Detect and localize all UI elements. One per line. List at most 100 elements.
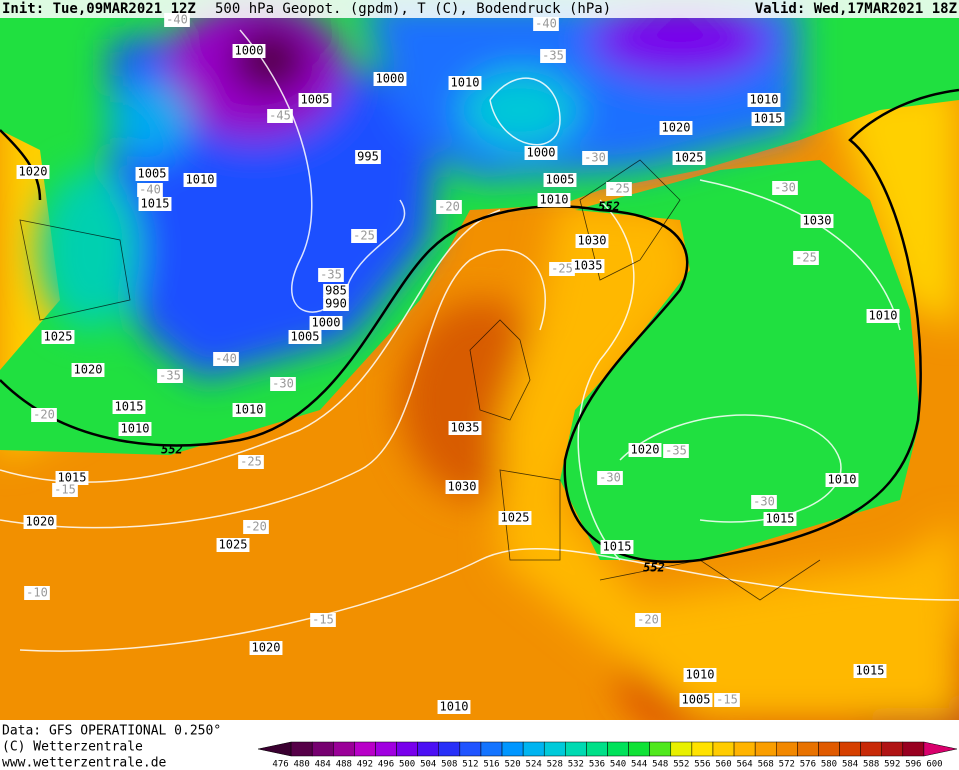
temperature-label: -40 (535, 17, 557, 31)
pressure-label-box (71, 363, 105, 377)
pressure-label-box (747, 93, 781, 107)
temperature-label: -35 (665, 444, 687, 458)
temperature-label-box (663, 444, 689, 458)
temperature-label-group: -15 (52, 483, 78, 497)
pressure-label: 1005 (138, 167, 167, 181)
colorbar-label: 528 (547, 760, 563, 770)
colorbar-swatch (480, 741, 503, 757)
colorbar-label: 588 (863, 760, 879, 770)
temperature-label: -30 (599, 471, 621, 485)
copyright: (C) Wetterzentrale (2, 740, 143, 755)
colorbar-swatch (628, 741, 650, 757)
init-time: Init: Tue,09MAR2021 12Z (2, 1, 196, 17)
temperature-label-group: -15 (714, 693, 740, 707)
colorbar-swatch (754, 741, 777, 757)
colorbar-swatch (333, 741, 355, 757)
pressure-label-box (751, 112, 785, 126)
temperature-label-group: -20 (635, 613, 661, 627)
temperature-label-box (436, 200, 462, 214)
pressure-label-group: 1015 (853, 664, 887, 678)
temperature-label: -25 (353, 229, 375, 243)
temperature-label: -15 (54, 483, 76, 497)
pressure-label: 1015 (766, 512, 795, 526)
temperature-label-box (52, 483, 78, 497)
pressure-label-group: 1000 (524, 146, 558, 160)
colorbar-label: 592 (884, 760, 900, 770)
temperature-label: -40 (139, 183, 161, 197)
data-source: Data: GFS OPERATIONAL 0.250° (2, 724, 221, 739)
pressure-label: 1010 (828, 473, 857, 487)
colorbar-swatch (797, 741, 819, 757)
colorbar-swatch (501, 741, 524, 757)
pressure-label-group: 1010 (747, 93, 781, 107)
pressure-label: 1000 (527, 146, 556, 160)
colorbar-label: 584 (842, 760, 858, 770)
pressure-label-box (138, 197, 172, 211)
pressure-label-group: 1005 (298, 93, 332, 107)
temperature-label: -30 (584, 151, 606, 165)
pressure-label: 1000 (376, 72, 405, 86)
pressure-label-group: 1010 (866, 309, 900, 323)
temperature-label-group: -25 (549, 262, 575, 276)
colorbar-label: 492 (357, 760, 373, 770)
pressure-label: 1000 (312, 316, 341, 330)
pressure-label-box (16, 165, 50, 179)
colorbar-swatch (776, 741, 798, 757)
colorbar-swatch (818, 741, 840, 757)
pressure-label-box (298, 93, 332, 107)
pressure-label: 1010 (186, 173, 215, 187)
pressure-label-group: 1015 (763, 512, 797, 526)
temperature-label-box (597, 471, 623, 485)
temperature-label-box (540, 49, 566, 63)
temperature-label: -35 (542, 49, 564, 63)
pressure-label-group: 1005 (679, 693, 713, 707)
colorbar-swatch (290, 741, 313, 757)
pressure-label-group: 1020 (249, 641, 283, 655)
pressure-label-box (355, 150, 381, 164)
pressure-label: 1020 (74, 363, 103, 377)
pressure-label-box (866, 309, 900, 323)
pressure-label: 995 (357, 150, 379, 164)
colorbar-label: 544 (631, 760, 647, 770)
temperature-label-box (157, 369, 183, 383)
pressure-label: 1005 (546, 173, 575, 187)
pressure-label-group: 1015 (751, 112, 785, 126)
temperature-label: -30 (753, 495, 775, 509)
temperature-label: -10 (26, 586, 48, 600)
colorbar-swatch (543, 741, 566, 757)
pressure-label-group: 1025 (498, 511, 532, 525)
temperature-label-group: -10 (24, 586, 50, 600)
pressure-label-box (683, 668, 717, 682)
colorbar-label: 572 (779, 760, 795, 770)
temperature-label-group: -15 (310, 613, 336, 627)
pressure-label: 1025 (44, 330, 73, 344)
temperature-label: -40 (166, 13, 188, 27)
pressure-label: 985 (325, 284, 347, 298)
colorbar-label: 532 (568, 760, 584, 770)
pressure-label: 1005 (301, 93, 330, 107)
colorbar-swatch (375, 741, 397, 757)
pressure-label-group: 1035 (448, 421, 482, 435)
temperature-label-box (267, 109, 293, 123)
pressure-label-box (288, 330, 322, 344)
temperature-label: -20 (438, 200, 460, 214)
map-title: 500 hPa Geopot. (gpdm), T (C), Bodendruc… (215, 1, 611, 17)
colorbar-swatch (839, 741, 861, 757)
pressure-label: 990 (325, 297, 347, 311)
colorbar-swatch (438, 741, 461, 757)
pressure-label-box (309, 316, 343, 330)
pressure-label-group: 1025 (216, 538, 250, 552)
temperature-label-box (635, 613, 661, 627)
temperature-label-box (751, 495, 777, 509)
geopotential-label: 552 (598, 200, 620, 214)
pressure-label-group: 1030 (445, 480, 479, 494)
pressure-label: 1015 (141, 197, 170, 211)
colorbar-label: 600 (926, 760, 942, 770)
colorbar-swatch (691, 741, 714, 757)
colorbar-label: 556 (694, 760, 710, 770)
pressure-label: 1010 (686, 668, 715, 682)
pressure-label-box (216, 538, 250, 552)
colorbar-swatch (565, 741, 587, 757)
pressure-label: 1010 (750, 93, 779, 107)
